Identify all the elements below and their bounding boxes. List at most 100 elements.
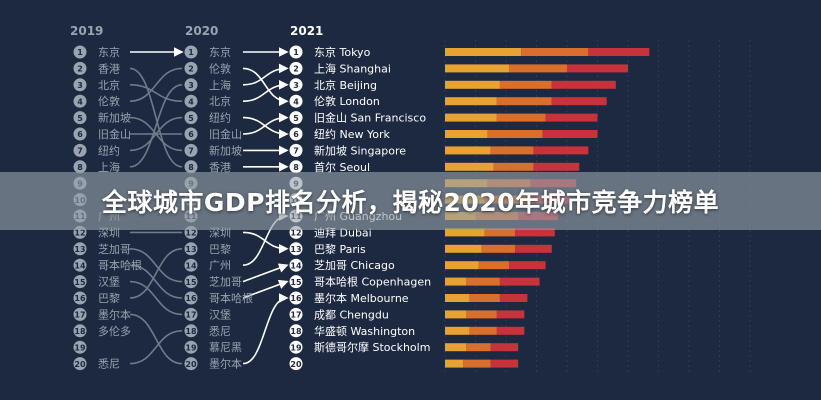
city-label-2021: 新加坡 Singapore (314, 143, 406, 157)
rank-circle-2020 (184, 127, 198, 141)
rank-circle-2019 (73, 111, 87, 125)
rank-circle-2021 (289, 127, 303, 141)
city-label-2021: 成都 Chengdu (314, 308, 389, 321)
rank-number-2019: 3 (77, 81, 83, 90)
city-label-2020: 悉尼 (209, 325, 231, 338)
rank-arrow-2020-2021 (242, 80, 289, 102)
rank-circle-2020 (184, 45, 198, 59)
bar-segment-3 (515, 228, 555, 237)
rank-number-2020: 18 (185, 327, 197, 336)
rank-circle-2020 (184, 324, 198, 338)
rank-circle-2021 (289, 340, 303, 354)
city-label-2020: 新加坡 (209, 143, 242, 157)
city-label-2020: 芝加哥 (209, 276, 242, 289)
rank-circle-2020 (184, 242, 198, 256)
rank-link-2019-2020 (129, 264, 183, 299)
city-label-2020: 东京 (209, 45, 231, 59)
rank-number-2019: 4 (77, 97, 83, 106)
banner-title: 全球城市GDP排名分析，揭秘2020年城市竞争力榜单 (101, 188, 720, 217)
city-label-2021: 纽约 New York (314, 127, 390, 141)
rank-circle-2020 (184, 357, 198, 371)
rank-number-2019: 16 (74, 294, 86, 303)
rank-circle-2020 (184, 143, 198, 157)
rank-number-2019: 13 (74, 245, 85, 254)
bar-segment-3 (542, 130, 598, 138)
rank-circle-2020 (184, 275, 198, 289)
bar-segment-3 (551, 97, 607, 106)
bar-segment-2 (496, 97, 552, 106)
city-label-2019: 东京 (98, 45, 120, 59)
city-label-2021: 哥本哈根 Copenhagen (314, 275, 431, 289)
bar-segment-2 (466, 310, 497, 319)
rank-number-2021: 13 (290, 245, 301, 254)
bar-segment-2 (469, 326, 497, 335)
rank-number-2021: 3 (293, 81, 299, 90)
year-header-2019: 2019 (70, 24, 103, 38)
bar-segment-3 (588, 48, 650, 56)
bar-segment-2 (487, 130, 543, 138)
bar-segment-1 (445, 113, 497, 122)
city-label-2021: 斯德哥尔摩 Stockholm (314, 340, 430, 354)
bar-segment-2 (499, 80, 552, 89)
rank-circle-2020 (184, 78, 198, 92)
city-label-2020: 旧金山 (209, 127, 242, 141)
city-label-2020: 巴黎 (209, 242, 231, 256)
title-banner: 全球城市GDP排名分析，揭秘2020年城市竞争力榜单 (0, 172, 821, 230)
rank-number-2021: 7 (293, 147, 299, 156)
bar-segment-1 (445, 80, 500, 89)
bar-segment-1 (445, 162, 494, 171)
bar-segment-2 (496, 113, 546, 122)
bar-segment-2 (469, 294, 500, 302)
rank-number-2020: 13 (185, 245, 196, 254)
rank-circle-2020 (184, 307, 198, 321)
rank-arrow-2020-2021 (242, 293, 289, 365)
rank-number-2019: 15 (74, 278, 86, 287)
rank-circle-2021 (289, 61, 303, 75)
city-label-2019: 北京 (98, 78, 120, 92)
rank-number-2021: 14 (290, 261, 302, 270)
rank-circle-2019 (73, 127, 87, 141)
rank-circle-2019 (73, 160, 87, 174)
rank-number-2019: 8 (77, 163, 83, 172)
rank-number-2019: 12 (74, 229, 85, 238)
city-label-2020: 慕尼黑 (209, 340, 242, 354)
rank-number-2021: 12 (290, 229, 301, 238)
rank-circle-2019 (73, 78, 87, 92)
rank-number-2020: 7 (188, 147, 194, 156)
bar-segment-1 (445, 228, 485, 237)
city-label-2021: 北京 Beijing (314, 78, 377, 92)
rank-number-2020: 1 (188, 48, 194, 57)
rank-number-2021: 5 (293, 114, 299, 123)
rank-circle-2019 (73, 307, 87, 321)
rank-number-2021: 19 (290, 343, 302, 352)
city-label-2019: 巴黎 (98, 291, 120, 305)
bar-segment-3 (551, 80, 616, 89)
rank-number-2020: 15 (185, 278, 197, 287)
rank-circle-2019 (73, 258, 87, 272)
rank-number-2019: 20 (74, 360, 86, 369)
rank-link-2019-2020 (129, 84, 183, 168)
bar-segment-3 (533, 162, 580, 171)
rank-link-2019-2020 (129, 330, 183, 365)
city-label-2020: 墨尔本 (209, 357, 242, 371)
city-label-2019: 墨尔本 (98, 307, 131, 321)
rank-number-2019: 18 (74, 327, 86, 336)
bar-segment-1 (445, 97, 497, 106)
rank-number-2020: 8 (188, 163, 194, 172)
rank-circle-2021 (289, 143, 303, 157)
bar-segment-2 (484, 228, 516, 237)
rank-number-2020: 17 (185, 311, 196, 320)
bar-segment-1 (445, 343, 467, 352)
rank-number-2020: 6 (188, 130, 194, 139)
year-header-2021: 2021 (290, 24, 323, 38)
bar-segment-3 (509, 261, 546, 270)
rank-circle-2021 (289, 242, 303, 256)
city-label-2021: 首尔 Seoul (314, 160, 370, 174)
city-label-2020: 汉堡 (209, 307, 231, 321)
rank-circle-2020 (184, 340, 198, 354)
city-label-2020: 纽约 (209, 111, 231, 125)
rank-number-2019: 14 (74, 261, 86, 270)
city-label-2019: 芝加哥 (98, 243, 131, 256)
rank-circle-2019 (73, 45, 87, 59)
city-label-2021: 东京 Tokyo (314, 45, 371, 59)
